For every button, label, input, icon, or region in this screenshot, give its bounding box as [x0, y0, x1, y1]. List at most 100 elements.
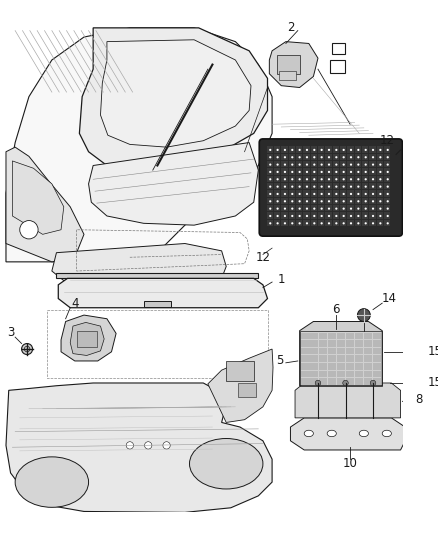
- Bar: [369, 146, 376, 152]
- Circle shape: [276, 156, 279, 158]
- Circle shape: [364, 164, 367, 166]
- Circle shape: [276, 207, 279, 210]
- Bar: [369, 205, 376, 212]
- Bar: [267, 212, 273, 219]
- Circle shape: [284, 222, 286, 224]
- Bar: [384, 146, 390, 152]
- Bar: [296, 183, 302, 189]
- Circle shape: [321, 185, 323, 188]
- Circle shape: [357, 156, 360, 158]
- Circle shape: [364, 149, 367, 151]
- Circle shape: [343, 178, 345, 180]
- Bar: [311, 175, 317, 182]
- Circle shape: [299, 193, 301, 195]
- Bar: [362, 168, 368, 175]
- Circle shape: [269, 185, 272, 188]
- Bar: [373, 356, 381, 362]
- Circle shape: [313, 193, 315, 195]
- Bar: [364, 333, 372, 339]
- Polygon shape: [6, 147, 84, 262]
- Circle shape: [306, 185, 308, 188]
- Bar: [311, 198, 317, 204]
- Bar: [384, 154, 390, 160]
- Circle shape: [269, 222, 272, 224]
- Bar: [311, 333, 318, 339]
- Bar: [289, 183, 295, 189]
- Bar: [355, 205, 361, 212]
- Bar: [277, 55, 300, 74]
- Circle shape: [343, 164, 345, 166]
- Bar: [340, 220, 346, 226]
- Circle shape: [163, 442, 170, 449]
- Circle shape: [387, 215, 389, 217]
- Bar: [330, 60, 345, 73]
- Bar: [364, 378, 372, 385]
- Bar: [325, 168, 332, 175]
- Circle shape: [328, 156, 330, 158]
- Circle shape: [379, 178, 381, 180]
- Circle shape: [350, 207, 352, 210]
- Bar: [340, 161, 346, 167]
- Bar: [303, 175, 310, 182]
- Bar: [362, 146, 368, 152]
- Bar: [319, 348, 328, 354]
- Bar: [267, 183, 273, 189]
- Circle shape: [328, 149, 330, 151]
- Bar: [289, 154, 295, 160]
- Circle shape: [269, 178, 272, 180]
- Circle shape: [387, 222, 389, 224]
- Circle shape: [335, 149, 337, 151]
- Circle shape: [379, 193, 381, 195]
- Bar: [337, 348, 346, 354]
- Circle shape: [335, 185, 337, 188]
- Circle shape: [343, 171, 345, 173]
- Polygon shape: [300, 321, 382, 386]
- Text: 15: 15: [428, 376, 438, 390]
- Bar: [303, 183, 310, 189]
- Circle shape: [269, 207, 272, 210]
- Circle shape: [350, 164, 352, 166]
- Circle shape: [321, 200, 323, 203]
- Bar: [318, 168, 325, 175]
- Bar: [301, 356, 310, 362]
- Bar: [369, 154, 376, 160]
- Circle shape: [299, 149, 301, 151]
- Circle shape: [269, 171, 272, 173]
- Circle shape: [299, 178, 301, 180]
- Circle shape: [350, 156, 352, 158]
- Bar: [325, 175, 332, 182]
- Text: 15: 15: [428, 345, 438, 358]
- Bar: [311, 190, 317, 197]
- Bar: [332, 183, 339, 189]
- Circle shape: [357, 164, 360, 166]
- Bar: [311, 154, 317, 160]
- Text: 1: 1: [278, 273, 285, 286]
- Bar: [332, 212, 339, 219]
- Bar: [377, 212, 383, 219]
- Circle shape: [335, 222, 337, 224]
- Circle shape: [357, 178, 360, 180]
- Circle shape: [343, 193, 345, 195]
- Bar: [369, 183, 376, 189]
- Bar: [332, 175, 339, 182]
- Bar: [337, 363, 346, 369]
- Bar: [311, 348, 318, 354]
- Circle shape: [350, 178, 352, 180]
- Bar: [373, 378, 381, 385]
- Bar: [332, 154, 339, 160]
- Circle shape: [335, 164, 337, 166]
- Bar: [267, 146, 273, 152]
- Bar: [332, 198, 339, 204]
- Circle shape: [372, 164, 374, 166]
- Bar: [328, 333, 336, 339]
- Circle shape: [387, 171, 389, 173]
- Bar: [311, 340, 318, 347]
- Circle shape: [306, 171, 308, 173]
- Bar: [318, 205, 325, 212]
- Bar: [346, 370, 354, 377]
- Circle shape: [299, 171, 301, 173]
- Polygon shape: [269, 42, 318, 87]
- Circle shape: [379, 164, 381, 166]
- Bar: [296, 161, 302, 167]
- Circle shape: [306, 178, 308, 180]
